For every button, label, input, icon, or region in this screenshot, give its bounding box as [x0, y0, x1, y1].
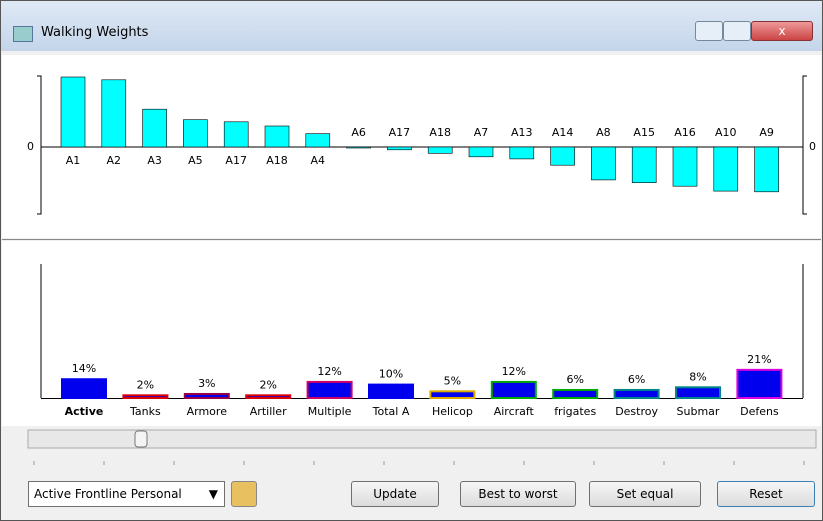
title-bar: Walking Weights x [1, 1, 822, 51]
weight-label: A18 [266, 154, 288, 167]
weight-label: A5 [188, 154, 203, 167]
weight-bar [631, 146, 657, 184]
criteria-bar [368, 383, 414, 400]
criteria-bar [736, 368, 783, 399]
criteria-bar [61, 378, 107, 399]
criteria-bar [675, 386, 721, 399]
weight-label: A1 [66, 154, 81, 167]
criteria-bar [552, 388, 599, 399]
charts: 0 0 A1 A2 A3 A5 A17 A18 A4 A6 A17 A18 A7 A13 A14 A8 A1… [2, 55, 821, 465]
category-label: Active [65, 405, 104, 418]
weight-bar [427, 146, 453, 154]
weight-bar [60, 76, 86, 148]
value-label: 5% [444, 374, 461, 387]
value-label: 2% [259, 378, 276, 391]
slider-thumb[interactable] [134, 430, 148, 448]
weight-label: A8 [596, 126, 611, 139]
value-label: 8% [689, 370, 706, 383]
weight-label: A15 [633, 126, 655, 139]
weight-bar [264, 125, 290, 148]
weight-bar [468, 146, 494, 158]
category-label: Artiller [250, 405, 287, 418]
category-label: Helicop [432, 405, 473, 418]
close-button[interactable]: x [751, 21, 813, 41]
category-label: Armore [187, 405, 228, 418]
slider-track[interactable] [27, 429, 817, 449]
category-label: Tanks [129, 405, 161, 418]
weight-bar [305, 133, 331, 148]
weight-bar [509, 146, 535, 160]
weight-label: A13 [511, 126, 533, 139]
dropdown-text: Active Frontline Personal [34, 487, 182, 501]
lock-button[interactable] [231, 481, 257, 507]
criteria-bar [122, 394, 169, 400]
value-label: 12% [502, 365, 526, 378]
category-label: Destroy [615, 405, 658, 418]
weight-label: A6 [351, 126, 366, 139]
weight-bar [672, 146, 698, 187]
weight-label: A2 [107, 154, 122, 167]
weight-bar [223, 121, 249, 148]
weight-bar [183, 119, 208, 148]
value-label: 12% [317, 365, 341, 378]
category-label: Total A [372, 405, 410, 418]
weight-bar [591, 146, 616, 181]
category-label: frigates [554, 405, 596, 418]
weight-label: A9 [759, 126, 774, 139]
category-label: Aircraft [494, 405, 535, 418]
button[interactable]: Update [351, 481, 439, 507]
weight-label: A17 [225, 154, 247, 167]
weight-bar [142, 108, 167, 148]
button[interactable]: Reset [717, 481, 815, 507]
value-label: 14% [72, 362, 96, 375]
category-label: Multiple [308, 405, 352, 418]
weight-label: A7 [474, 126, 489, 139]
weight-label: A4 [311, 154, 326, 167]
criteria-bar [490, 380, 537, 400]
minimize-button[interactable] [695, 21, 723, 41]
criteria-bar [245, 394, 292, 400]
criteria-bar [306, 380, 353, 400]
zero-label: 0 [27, 140, 34, 153]
weight-label: A17 [389, 126, 411, 139]
weight-label: A10 [715, 126, 737, 139]
criteria-bar [183, 392, 230, 400]
weight-label: A3 [147, 154, 162, 167]
criterion-dropdown[interactable]: Active Frontline Personal ▼ [28, 481, 225, 507]
weight-label: A14 [552, 126, 574, 139]
weight-bar [346, 146, 371, 149]
criteria-axis [40, 264, 804, 398]
value-label: 6% [566, 373, 583, 386]
weights-axis [37, 75, 807, 215]
window-title: Walking Weights [41, 25, 149, 40]
value-label: 6% [628, 373, 645, 386]
weight-bar [387, 146, 412, 151]
weight-bar [550, 146, 575, 166]
button[interactable]: Set equal [589, 481, 701, 507]
dropdown-arrow: ▼ [208, 487, 218, 501]
category-label: Defens [740, 405, 779, 418]
app-icon [13, 26, 33, 42]
weight-bar [754, 146, 779, 193]
weight-label: A18 [429, 126, 451, 139]
value-label: 21% [747, 353, 771, 366]
criteria-bar [429, 390, 476, 399]
category-label: Submar [677, 405, 720, 418]
value-label: 3% [198, 377, 215, 390]
button[interactable]: Best to worst [460, 481, 576, 507]
criteria-bar [613, 388, 660, 399]
value-label: 2% [137, 378, 154, 391]
weight-label: A16 [674, 126, 696, 139]
value-label: 10% [379, 368, 403, 381]
weight-bar [101, 79, 127, 148]
zero-label: 0 [809, 140, 816, 153]
weight-bar [713, 146, 739, 192]
maximize-button[interactable] [723, 21, 751, 41]
